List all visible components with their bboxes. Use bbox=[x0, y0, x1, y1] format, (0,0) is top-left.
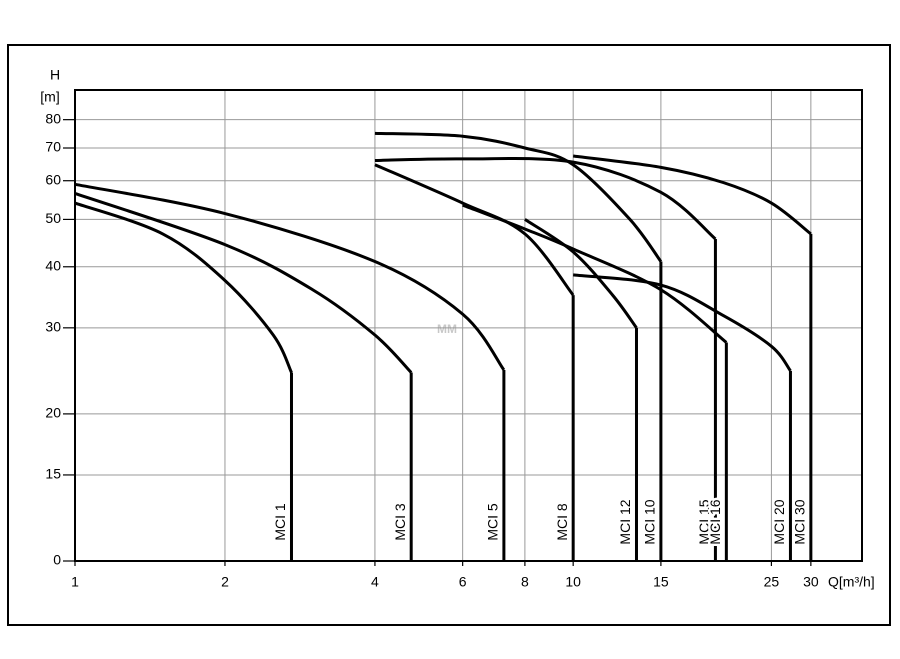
x-tick-label: 30 bbox=[803, 574, 819, 590]
model-label: MCI 12 bbox=[617, 499, 633, 544]
pump-curve bbox=[374, 157, 717, 241]
y-tick-label: 70 bbox=[45, 139, 61, 155]
x-tick-label: 2 bbox=[221, 574, 229, 590]
pump-curve bbox=[74, 201, 293, 374]
y-tick-label: 80 bbox=[45, 110, 61, 126]
model-label: MCI 3 bbox=[392, 503, 408, 541]
pump-curve bbox=[524, 218, 638, 329]
y-tick-label: 15 bbox=[45, 466, 61, 482]
y-axis-label: H bbox=[50, 67, 60, 83]
y-axis-unit: [m] bbox=[40, 89, 59, 105]
pump-curve bbox=[572, 273, 792, 372]
x-tick-label: 8 bbox=[521, 574, 529, 590]
x-tick-label: 15 bbox=[653, 574, 669, 590]
model-label: MCI 30 bbox=[792, 499, 808, 544]
pump-curve bbox=[572, 154, 812, 236]
x-tick-label: 10 bbox=[565, 574, 581, 590]
model-label: MCI 5 bbox=[485, 503, 501, 541]
model-label: MCI 15 bbox=[696, 499, 712, 544]
model-label: MCI 1 bbox=[272, 503, 288, 541]
pump-curve bbox=[462, 203, 728, 344]
watermark: MM bbox=[437, 322, 457, 336]
x-axis-label: Q[m³/h] bbox=[828, 574, 875, 590]
y-tick-label: 40 bbox=[45, 257, 61, 273]
y-tick-label: 20 bbox=[45, 405, 61, 421]
pump-curve bbox=[74, 192, 413, 374]
x-tick-label: 6 bbox=[459, 574, 467, 590]
pump-curve bbox=[374, 131, 663, 263]
model-label: MCI 10 bbox=[642, 499, 658, 544]
plot-area bbox=[74, 89, 863, 562]
model-label: MCI 8 bbox=[554, 503, 570, 541]
y-tick-label: 0 bbox=[53, 552, 61, 568]
model-label: MCI 20 bbox=[771, 499, 787, 544]
x-tick-label: 25 bbox=[764, 574, 780, 590]
frame bbox=[7, 44, 891, 626]
y-tick-label: 50 bbox=[45, 210, 61, 226]
model-label: MCI 16 bbox=[707, 499, 723, 544]
pump-curve bbox=[74, 182, 506, 371]
y-tick-label: 30 bbox=[45, 319, 61, 335]
x-tick-label: 4 bbox=[371, 574, 379, 590]
y-tick-label: 60 bbox=[45, 171, 61, 187]
x-tick-label: 1 bbox=[71, 574, 79, 590]
